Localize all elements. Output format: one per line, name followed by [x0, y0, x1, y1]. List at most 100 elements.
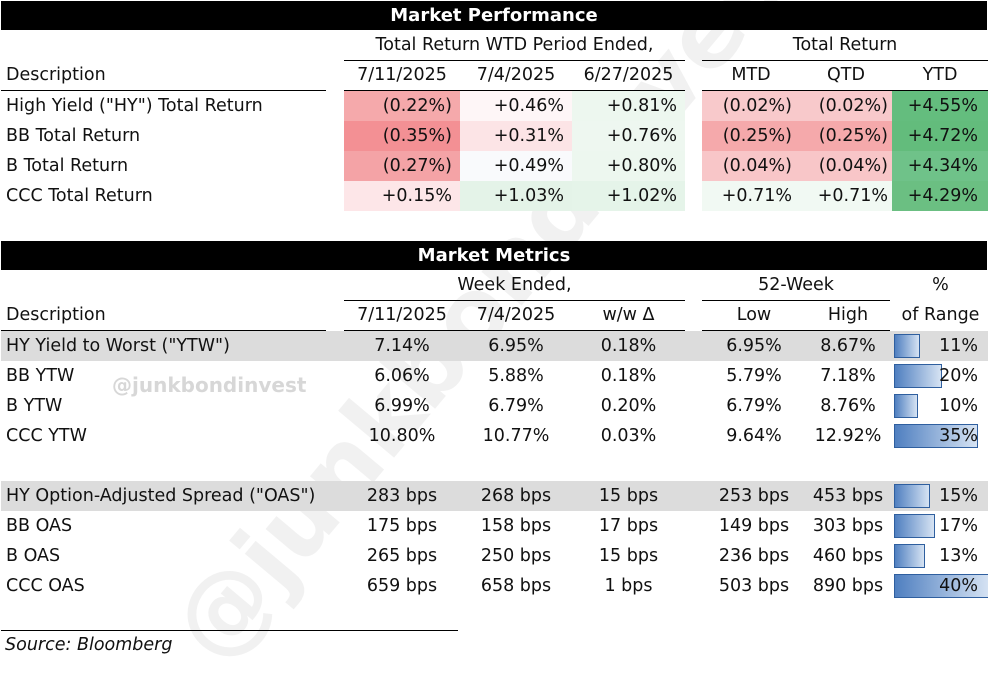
- metrics-cell-value: 6.79%: [488, 396, 544, 416]
- metrics-cell-value: 9.64%: [726, 426, 782, 446]
- perf-cell: [892, 151, 988, 181]
- met-52w-underline: [702, 330, 890, 331]
- metrics-row-label: CCC YTW: [6, 426, 87, 446]
- tr-header-underline: [702, 60, 988, 61]
- perf-cell-value: (0.04%): [722, 156, 792, 176]
- perf-cell-value: +4.29%: [907, 186, 978, 206]
- metrics-cell-value: 12.92%: [814, 426, 882, 446]
- metrics-cell-value: 10%: [939, 396, 978, 416]
- perf-cell-value: +1.03%: [493, 186, 564, 206]
- perf-cell-value: (0.25%): [722, 126, 792, 146]
- metrics-column-header: Low: [736, 305, 772, 325]
- metrics-row-label: CCC OAS: [6, 576, 85, 596]
- range-bar: [894, 544, 925, 568]
- perf-cell: [572, 91, 685, 121]
- perf-cell-value: +4.34%: [907, 156, 978, 176]
- perf-cell-value: +4.55%: [907, 96, 978, 116]
- perf-cell-value: (0.02%): [722, 96, 792, 116]
- perf-cell-value: +0.31%: [493, 126, 564, 146]
- range-bar: [894, 514, 935, 538]
- metrics-cell-value: 1 bps: [604, 576, 653, 596]
- wtd-header: Total Return WTD Period Ended,: [375, 35, 654, 55]
- perf-wtd-underline: [344, 90, 685, 91]
- metrics-row-label: HY Option-Adjusted Spread ("OAS"): [6, 486, 316, 506]
- perf-cell: [702, 151, 800, 181]
- met-desc-underline: [1, 330, 326, 331]
- metrics-cell-value: 35%: [939, 426, 978, 446]
- metrics-cell-value: 175 bps: [366, 516, 438, 536]
- metrics-cell-value: 11%: [939, 336, 978, 356]
- metrics-cell-value: 5.88%: [488, 366, 544, 386]
- metrics-cell-value: 149 bps: [718, 516, 790, 536]
- perf-cell: [344, 91, 460, 121]
- watermark-small: @junkbondinvest: [112, 373, 307, 397]
- metrics-cell-value: 13%: [939, 546, 978, 566]
- metrics-row-label: BB YTW: [6, 366, 75, 386]
- perf-cell: [702, 181, 800, 211]
- perf-column-header: 7/4/2025: [476, 65, 556, 85]
- range-bar: [894, 334, 920, 358]
- metrics-cell-value: 15 bps: [598, 486, 659, 506]
- metrics-row-label: B OAS: [6, 546, 61, 566]
- metrics-cell-value: 890 bps: [812, 576, 884, 596]
- total-return-header: Total Return: [792, 35, 898, 55]
- shaded-row-background: [1, 331, 988, 361]
- metrics-cell-value: 40%: [939, 576, 978, 596]
- range-bar: [894, 364, 942, 388]
- metrics-cell-value: 7.18%: [820, 366, 876, 386]
- metrics-column-header: 7/4/2025: [476, 305, 556, 325]
- perf-cell-value: +1.02%: [606, 186, 677, 206]
- perf-cell: [460, 151, 572, 181]
- perf-cell-value: +0.49%: [493, 156, 564, 176]
- pct-range-header: %: [932, 275, 949, 295]
- metrics-column-header: High: [827, 305, 869, 325]
- perf-cell-value: +0.71%: [817, 186, 888, 206]
- metrics-cell-value: 15%: [939, 486, 978, 506]
- perf-cell: [344, 121, 460, 151]
- metrics-cell-value: 17%: [939, 516, 978, 536]
- perf-column-header: MTD: [731, 65, 771, 85]
- perf-cell: [892, 121, 988, 151]
- perf-cell: [572, 181, 685, 211]
- metrics-cell-value: 250 bps: [480, 546, 552, 566]
- metrics-cell-value: 6.95%: [488, 336, 544, 356]
- perf-cell: [344, 151, 460, 181]
- wtd-header-underline: [344, 60, 685, 61]
- perf-cell-value: +0.15%: [381, 186, 452, 206]
- perf-cell: [800, 91, 892, 121]
- metrics-cell-value: 158 bps: [480, 516, 552, 536]
- perf-cell-value: (0.04%): [818, 156, 888, 176]
- market-performance-title: Market Performance: [1, 1, 987, 30]
- metrics-cell-value: 10.77%: [482, 426, 550, 446]
- perf-row-label: High Yield ("HY") Total Return: [6, 96, 263, 116]
- perf-column-header: YTD: [922, 65, 958, 85]
- source-divider: [1, 630, 458, 631]
- metrics-column-header: 7/11/2025: [357, 305, 447, 325]
- week52-header: 52-Week: [758, 275, 834, 295]
- perf-cell: [800, 121, 892, 151]
- metrics-column-header: of Range: [901, 305, 980, 325]
- metrics-cell-value: 20%: [939, 366, 978, 386]
- perf-cell: [460, 181, 572, 211]
- metrics-cell-value: 5.79%: [726, 366, 782, 386]
- metrics-cell-value: 503 bps: [718, 576, 790, 596]
- perf-row-label: B Total Return: [6, 156, 129, 176]
- metrics-column-header: w/w Δ: [602, 305, 655, 325]
- perf-row-label: BB Total Return: [6, 126, 141, 146]
- perf-cell: [460, 91, 572, 121]
- metrics-cell-value: 658 bps: [480, 576, 552, 596]
- perf-column-header: QTD: [827, 65, 865, 85]
- metrics-cell-value: 6.95%: [726, 336, 782, 356]
- perf-cell-value: +0.46%: [493, 96, 564, 116]
- perf-cell-value: (0.27%): [382, 156, 452, 176]
- metrics-cell-value: 0.18%: [600, 366, 657, 386]
- range-bar: [894, 484, 930, 508]
- metrics-cell-value: 7.14%: [374, 336, 430, 356]
- perf-cell-value: (0.25%): [818, 126, 888, 146]
- perf-cell-value: +0.81%: [606, 96, 677, 116]
- metrics-cell-value: 15 bps: [598, 546, 659, 566]
- metrics-cell-value: 10.80%: [368, 426, 436, 446]
- perf-cell: [892, 181, 988, 211]
- perf-tr-underline: [702, 90, 988, 91]
- range-bar: [894, 424, 978, 448]
